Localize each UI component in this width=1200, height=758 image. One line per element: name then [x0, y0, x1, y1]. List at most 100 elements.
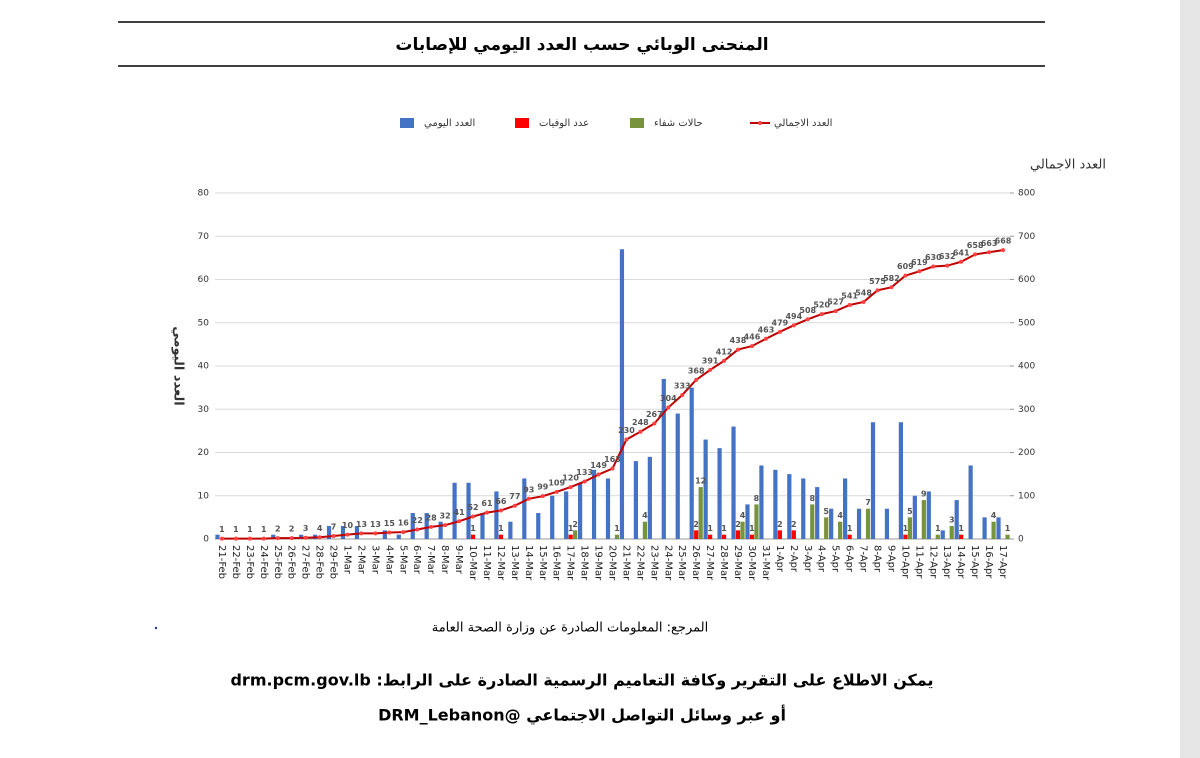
line-marker	[610, 466, 615, 471]
line-marker	[917, 269, 922, 274]
x-tick-label: 3-Apr	[802, 545, 813, 573]
bar	[614, 534, 620, 539]
bar	[838, 521, 843, 539]
y-tick-label: 0	[203, 535, 209, 545]
x-tick-label: 14-Mar	[523, 545, 534, 581]
bar	[522, 478, 527, 539]
data-label: 1	[958, 524, 964, 533]
data-label: 133	[576, 468, 593, 477]
x-tick-label: 28-Mar	[718, 545, 729, 581]
bar	[829, 508, 834, 539]
y-tick-label: 10	[198, 491, 210, 501]
line-marker	[652, 421, 657, 426]
bar	[605, 478, 611, 539]
legend-swatch	[758, 121, 762, 125]
bar	[271, 534, 276, 539]
bar	[759, 465, 764, 539]
line-marker	[401, 530, 406, 535]
x-tick-label: 25-Feb	[272, 545, 283, 579]
line-marker	[373, 531, 378, 536]
x-tick-label: 24-Feb	[258, 545, 269, 579]
x-tick-label: 9-Apr	[885, 545, 896, 573]
x-tick-label: 12-Apr	[927, 545, 938, 579]
data-label: 520	[813, 301, 830, 310]
data-label: 77	[509, 492, 520, 501]
line-marker	[345, 532, 350, 537]
x-tick-label: 26-Feb	[286, 545, 297, 579]
x-tick-label: 25-Mar	[676, 545, 687, 581]
line-marker	[903, 273, 908, 278]
data-label: 230	[618, 426, 635, 435]
line-marker	[805, 317, 810, 322]
line-marker	[1001, 248, 1006, 253]
line-marker	[638, 429, 643, 434]
bar	[843, 478, 848, 539]
bar	[903, 534, 908, 539]
data-label: 663	[981, 239, 998, 248]
x-tick-label: 4-Mar	[383, 545, 394, 575]
legend-label: العدد الاجمالي	[774, 118, 832, 129]
data-label: 1	[568, 524, 574, 533]
bar	[591, 469, 597, 539]
legend-label: حالات شفاء	[654, 118, 703, 129]
bar	[642, 521, 647, 539]
data-label: 658	[967, 241, 984, 250]
bar	[745, 504, 750, 539]
x-tick-label: 8-Mar	[439, 545, 450, 575]
y-tick-label: 30	[198, 405, 210, 415]
bar	[954, 500, 959, 539]
line-marker	[763, 336, 768, 341]
bar	[815, 487, 820, 539]
data-label: 1	[219, 525, 225, 534]
data-label: 16	[398, 519, 410, 528]
x-tick-label: 8-Apr	[872, 545, 883, 573]
data-label: 41	[454, 508, 466, 517]
x-tick-label: 22-Feb	[230, 545, 241, 579]
line-marker	[233, 536, 238, 541]
data-label: 9	[921, 490, 927, 499]
line-marker	[749, 344, 754, 349]
x-tick-label: 21-Feb	[216, 545, 227, 579]
line-marker	[833, 309, 838, 314]
y2-tick-label: 700	[1018, 232, 1035, 242]
line-marker	[247, 536, 252, 541]
bar	[991, 521, 996, 539]
bar	[847, 534, 852, 539]
bar	[921, 500, 926, 539]
line-marker	[582, 479, 587, 484]
line-marker	[861, 299, 866, 304]
bar	[754, 504, 759, 539]
line-marker	[736, 347, 741, 352]
y2-tick-label: 500	[1018, 318, 1035, 328]
y2-tick-label: 0	[1018, 535, 1024, 545]
line-marker	[666, 405, 671, 410]
x-tick-label: 13-Mar	[509, 545, 520, 581]
data-label: 2	[777, 520, 783, 529]
bar	[470, 534, 476, 539]
x-tick-label: 26-Mar	[690, 545, 701, 581]
line-marker	[317, 535, 322, 540]
bar	[340, 526, 346, 539]
bar	[787, 474, 792, 539]
bar	[689, 387, 694, 539]
data-label: 1	[707, 524, 713, 533]
bar	[675, 413, 680, 539]
bar	[647, 456, 652, 539]
line-marker	[931, 264, 936, 269]
bar	[438, 521, 443, 539]
data-label: 13	[370, 520, 381, 529]
bar	[661, 378, 666, 539]
data-label: 4	[991, 511, 997, 520]
data-label: 641	[953, 248, 970, 257]
data-label: 1	[261, 525, 267, 534]
line-marker	[387, 530, 392, 535]
x-tick-label: 17-Apr	[997, 545, 1008, 579]
line-marker	[624, 437, 629, 442]
data-label: 8	[754, 494, 760, 503]
x-tick-label: 13-Apr	[941, 545, 952, 579]
data-label: 1	[233, 525, 239, 534]
legend-label: العدد اليومي	[424, 118, 475, 129]
x-tick-label: 20-Mar	[607, 545, 618, 581]
data-label: 267	[646, 410, 663, 419]
bar	[735, 530, 741, 539]
